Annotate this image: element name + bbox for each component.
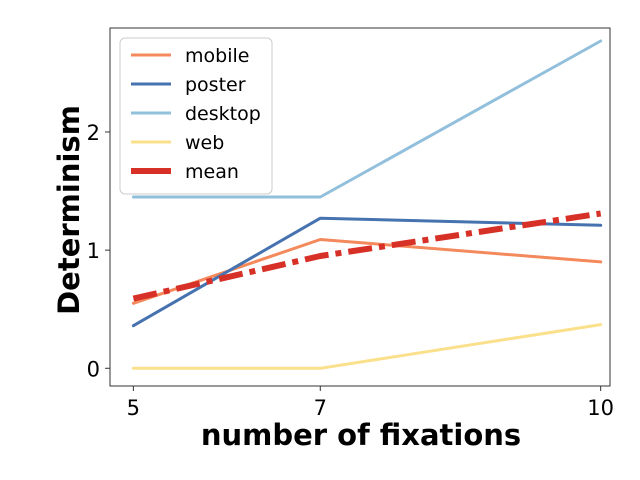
series-line-web — [131, 323, 603, 370]
series-line-desktop — [131, 39, 603, 199]
x-tick-label: 10 — [587, 396, 614, 420]
y-axis-label: Determinism — [52, 105, 86, 315]
ticks-layer: 5 7 10 0 1 2 — [87, 121, 614, 420]
x-tick-label: 7 — [314, 396, 327, 420]
legend-label-desktop: desktop — [185, 103, 261, 125]
legend-label-web: web — [185, 132, 224, 154]
x-tick-label: 5 — [127, 396, 140, 420]
series-line-mean — [132, 210, 602, 302]
x-axis-label: number of fixations — [201, 418, 521, 452]
legend: mobile poster desktop web mean — [119, 37, 273, 195]
legend-label-poster: poster — [185, 74, 246, 96]
legend-frame — [119, 37, 273, 195]
series-layer — [131, 39, 603, 370]
y-tick-label: 1 — [87, 239, 100, 263]
y-tick-label: 0 — [87, 357, 100, 381]
legend-label-mean: mean — [185, 161, 239, 183]
series-line-poster — [131, 216, 603, 328]
legend-label-mobile: mobile — [185, 45, 249, 67]
y-tick-label: 2 — [87, 121, 100, 145]
